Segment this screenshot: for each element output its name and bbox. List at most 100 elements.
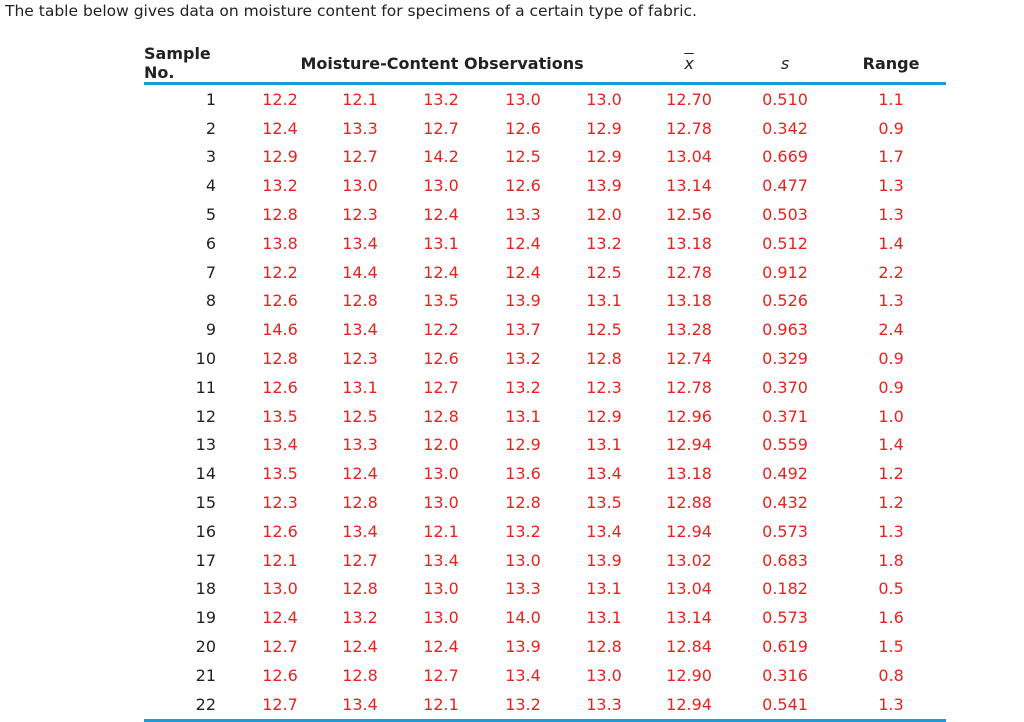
observation-cell: 13.2 xyxy=(505,377,541,397)
observation-cell: 12.7 xyxy=(240,689,320,722)
table-row: 14 13.5 12.4 13.0 13.6 13.4 13.18 0.492 1.2 xyxy=(144,459,946,488)
observation-cell: 12.2 xyxy=(423,320,459,340)
observation-cell: 12.6 xyxy=(423,349,459,369)
observation-cell: 13.3 xyxy=(505,579,541,599)
mean-cell: 12.94 xyxy=(666,521,712,541)
observation-cell: 12.0 xyxy=(423,435,459,455)
mean-cell: 12.56 xyxy=(666,205,712,225)
table-row: 5 12.8 12.3 12.4 13.3 12.0 12.56 0.503 1.3 xyxy=(144,200,946,229)
observation-cell: 13.4 xyxy=(586,521,622,541)
table-row: 6 13.8 13.4 13.1 12.4 13.2 13.18 0.512 1.4 xyxy=(144,229,946,258)
table-row: 2 12.4 13.3 12.7 12.6 12.9 12.78 0.342 0.9 xyxy=(144,114,946,143)
observation-cell: 13.0 xyxy=(423,176,459,196)
table-row: 4 13.2 13.0 13.0 12.6 13.9 13.14 0.477 1.3 xyxy=(144,171,946,200)
observation-cell: 12.9 xyxy=(586,147,622,167)
range-cell: 0.9 xyxy=(878,377,904,397)
std-dev-cell: 0.541 xyxy=(734,689,837,722)
observation-cell: 13.6 xyxy=(505,464,541,484)
table-row: 16 12.6 13.4 12.1 13.2 13.4 12.94 0.573 1.3 xyxy=(144,517,946,546)
observation-cell: 12.8 xyxy=(342,665,378,685)
observation-cell: 12.8 xyxy=(262,349,298,369)
observation-cell: 12.2 xyxy=(262,262,298,282)
range-cell: 1.2 xyxy=(878,493,904,513)
observation-cell: 12.4 xyxy=(423,637,459,657)
std-dev-cell: 0.370 xyxy=(762,377,808,397)
observation-cell: 13.1 xyxy=(586,579,622,599)
sample-number-cell: 18 xyxy=(195,579,216,599)
observation-cell: 12.5 xyxy=(586,262,622,282)
observation-cell: 13.5 xyxy=(262,406,298,426)
table-row: 7 12.2 14.4 12.4 12.4 12.5 12.78 0.912 2.2 xyxy=(144,258,946,287)
observation-cell: 13.2 xyxy=(505,521,541,541)
observation-cell: 12.8 xyxy=(342,291,378,311)
std-dev-cell: 0.316 xyxy=(762,665,808,685)
observation-cell: 13.0 xyxy=(423,579,459,599)
std-dev-cell: 0.512 xyxy=(762,233,808,253)
std-dev-cell: 0.573 xyxy=(762,521,808,541)
range-cell: 0.9 xyxy=(878,349,904,369)
observation-cell: 12.5 xyxy=(505,147,541,167)
observation-cell: 12.4 xyxy=(342,637,378,657)
observation-cell: 12.7 xyxy=(423,118,459,138)
observation-cell: 13.0 xyxy=(505,89,541,109)
observation-cell: 12.8 xyxy=(423,406,459,426)
mean-cell: 12.78 xyxy=(666,262,712,282)
observation-cell: 12.3 xyxy=(342,349,378,369)
mean-cell: 12.78 xyxy=(666,377,712,397)
mean-cell: 13.02 xyxy=(666,550,712,570)
sample-number-cell: 8 xyxy=(205,291,216,311)
std-dev-cell: 0.477 xyxy=(762,176,808,196)
observation-cell: 12.8 xyxy=(505,493,541,513)
mean-cell: 13.18 xyxy=(666,233,712,253)
sample-number-cell: 5 xyxy=(205,205,216,225)
observation-cell: 13.2 xyxy=(586,233,622,253)
sample-number-cell: 17 xyxy=(195,550,216,570)
observation-cell: 12.4 xyxy=(262,118,298,138)
observation-cell: 13.9 xyxy=(505,291,541,311)
observation-cell: 13.1 xyxy=(423,233,459,253)
sample-number-cell: 20 xyxy=(195,637,216,657)
observation-cell: 13.0 xyxy=(586,89,622,109)
table-row: 17 12.1 12.7 13.4 13.0 13.9 13.02 0.683 1.8 xyxy=(144,546,946,575)
table-row: 18 13.0 12.8 13.0 13.3 13.1 13.04 0.182 0.5 xyxy=(144,575,946,604)
table-row: 10 12.8 12.3 12.6 13.2 12.8 12.74 0.329 0.9 xyxy=(144,344,946,373)
observation-cell: 14.4 xyxy=(342,262,378,282)
observation-cell: 13.2 xyxy=(505,349,541,369)
mean-cell: 12.90 xyxy=(666,665,712,685)
sample-number-cell: 9 xyxy=(205,320,216,340)
sample-number-cell: 10 xyxy=(195,349,216,369)
moisture-table: Sample No. Moisture-Content Observations… xyxy=(144,44,947,722)
sample-number-cell: 1 xyxy=(205,89,216,109)
observation-cell: 12.4 xyxy=(423,205,459,225)
range-cell: 1.5 xyxy=(878,637,904,657)
sample-number-cell: 15 xyxy=(195,493,216,513)
observation-cell: 13.3 xyxy=(342,118,378,138)
observation-cell: 12.9 xyxy=(262,147,298,167)
observation-cell: 13.0 xyxy=(423,608,459,628)
header-range: Range xyxy=(836,44,947,85)
std-dev-cell: 0.182 xyxy=(762,579,808,599)
mean-cell: 13.04 xyxy=(666,579,712,599)
observation-cell: 13.3 xyxy=(564,689,645,722)
range-cell: 1.0 xyxy=(878,406,904,426)
observation-cell: 13.2 xyxy=(262,176,298,196)
table-row: 12 13.5 12.5 12.8 13.1 12.9 12.96 0.371 1.0 xyxy=(144,402,946,431)
table-row: 19 12.4 13.2 13.0 14.0 13.1 13.14 0.573 1.6 xyxy=(144,603,946,632)
sample-number-cell: 12 xyxy=(195,406,216,426)
observation-cell: 13.4 xyxy=(586,464,622,484)
observation-cell: 12.7 xyxy=(342,550,378,570)
table-row: 21 12.6 12.8 12.7 13.4 13.0 12.90 0.316 0.8 xyxy=(144,661,946,690)
range-cell: 1.4 xyxy=(878,435,904,455)
observation-cell: 12.6 xyxy=(262,291,298,311)
table-header-row: Sample No. Moisture-Content Observations… xyxy=(144,44,947,85)
observation-cell: 13.0 xyxy=(586,665,622,685)
observation-cell: 12.1 xyxy=(342,89,378,109)
mean-cell: 12.94 xyxy=(666,435,712,455)
observation-cell: 13.4 xyxy=(423,550,459,570)
range-cell: 1.3 xyxy=(878,521,904,541)
observation-cell: 13.1 xyxy=(505,406,541,426)
table-row: 3 12.9 12.7 14.2 12.5 12.9 13.04 0.669 1.7 xyxy=(144,143,946,172)
observation-cell: 13.0 xyxy=(342,176,378,196)
sample-number-cell: 21 xyxy=(195,665,216,685)
observation-cell: 13.4 xyxy=(320,689,400,722)
